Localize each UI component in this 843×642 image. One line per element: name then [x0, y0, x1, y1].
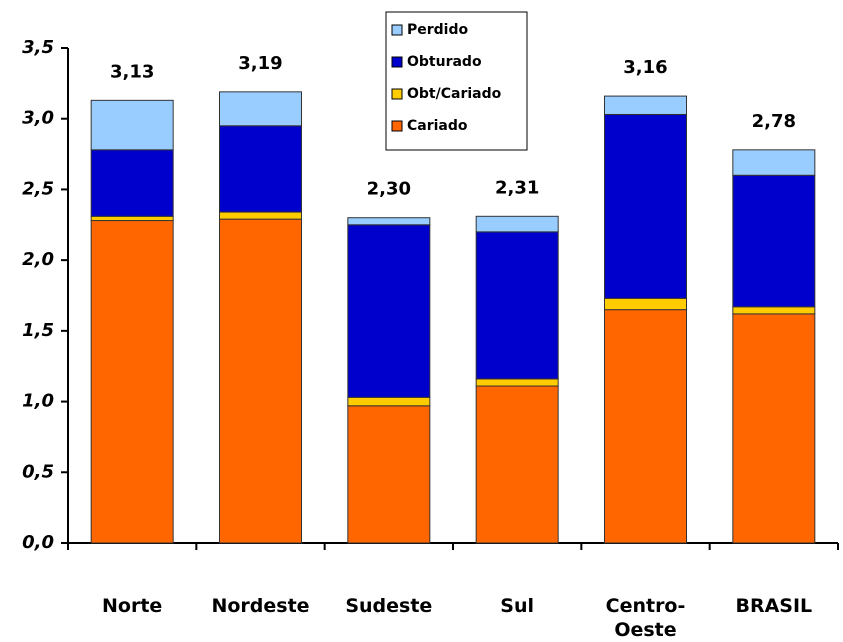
x-tick-label: Nordeste	[211, 595, 310, 617]
y-tick-label: 1,0	[22, 391, 54, 412]
x-tick-label: BRASIL	[735, 595, 813, 617]
x-tick-label: Sul	[500, 595, 535, 617]
y-tick-label: 2,0	[22, 249, 54, 270]
x-tick-label: Norte	[102, 595, 163, 617]
x-tick-label: Centro-Oeste	[605, 595, 686, 641]
total-label: 3,13	[110, 61, 154, 82]
legend-box	[385, 11, 528, 151]
legend-label: Obt/Cariado	[407, 86, 502, 102]
bar-segment	[219, 125, 302, 213]
bar-segment	[219, 211, 302, 220]
bar-segment	[732, 174, 816, 308]
total-label: 2,78	[752, 111, 796, 132]
bar-segment	[219, 91, 302, 127]
bar-segment	[347, 405, 431, 544]
bar-segment	[219, 218, 302, 544]
total-label: 2,31	[495, 177, 539, 198]
bar-segment	[90, 215, 174, 222]
bar-segment	[90, 220, 174, 544]
bar-segment	[604, 297, 687, 311]
chart: 0,0 0,5 1,0 1,5 2,0 2,5 3,0 3,5 3,13 3,19 2,30 2,31…	[22, 11, 839, 553]
bar-segment	[604, 309, 687, 544]
bar-segment	[475, 231, 559, 380]
bar-segment	[604, 113, 687, 299]
bar-segment	[604, 95, 687, 115]
bar-segment	[475, 215, 559, 233]
legend-swatch	[391, 120, 403, 132]
bar-segment	[347, 396, 431, 407]
legend-swatch	[391, 56, 403, 68]
bar-segment	[732, 149, 816, 176]
bar-segment	[732, 306, 816, 315]
total-label: 3,16	[623, 57, 667, 78]
bar-segment	[732, 313, 816, 544]
legend-label: Perdido	[407, 22, 469, 38]
legend-label: Obturado	[407, 54, 482, 70]
legend-swatch	[391, 88, 403, 100]
x-tick-label: Sudeste	[345, 595, 433, 617]
bar-segment	[90, 99, 174, 151]
bar-segment	[475, 385, 559, 544]
legend: Cariado Obt/Cariado Obturado Perdido	[385, 11, 528, 151]
bar-segment	[90, 149, 174, 217]
bar-segment	[347, 217, 431, 226]
y-tick-label: 2,5	[22, 178, 54, 199]
page: 0,0 0,5 1,0 1,5 2,0 2,5 3,0 3,5 3,13 3,19 2,30 2,31…	[22, 11, 839, 641]
bar-segment	[475, 378, 559, 387]
y-tick-label: 0,5	[22, 461, 54, 482]
total-label: 2,30	[367, 179, 411, 200]
legend-label: Cariado	[407, 118, 468, 134]
y-tick-label: 3,0	[22, 108, 54, 129]
y-tick-label: 3,5	[22, 37, 54, 58]
bar-segment	[347, 224, 431, 398]
y-tick-label: 1,5	[22, 320, 54, 341]
legend-swatch	[391, 24, 403, 36]
y-tick-label: 0,0	[22, 532, 54, 553]
total-label: 3,19	[238, 53, 282, 74]
